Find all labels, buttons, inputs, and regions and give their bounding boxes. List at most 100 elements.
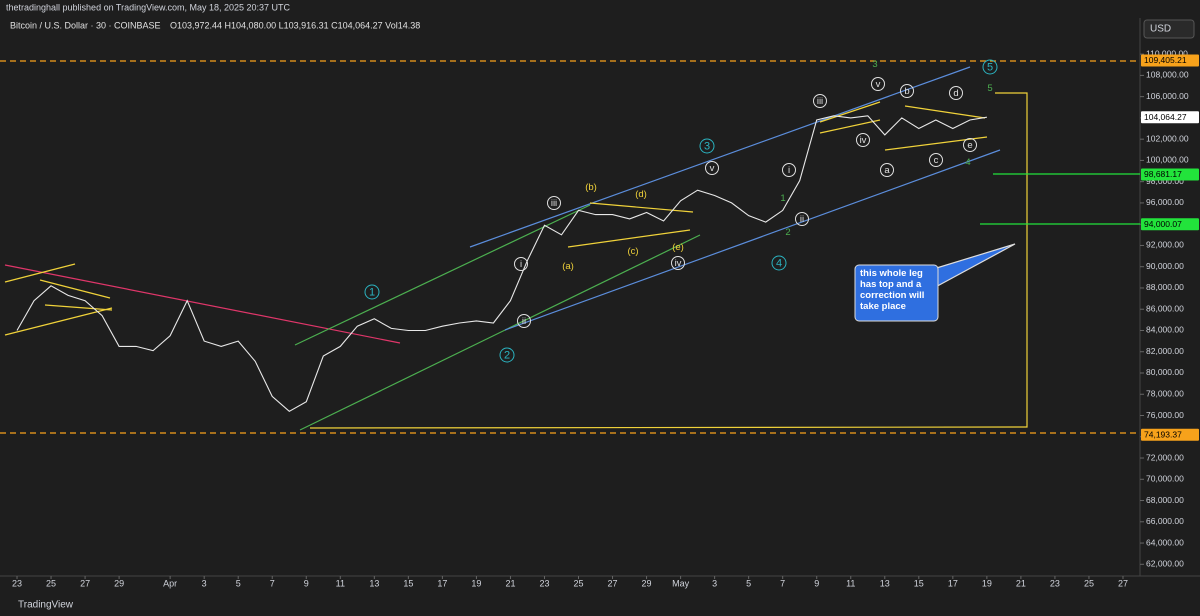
wave-label: 1 — [369, 286, 375, 298]
y-tick-label: 90,000.00 — [1146, 261, 1184, 271]
wave-circle — [517, 314, 531, 328]
x-tick-label: 23 — [1050, 578, 1060, 588]
wave-circle — [671, 256, 685, 270]
wave-label: 5 — [987, 83, 992, 94]
wave-label: 2 — [785, 227, 790, 238]
x-tick-label: 15 — [914, 578, 924, 588]
wave-circle — [699, 138, 715, 154]
y-tick-label: 76,000.00 — [1146, 410, 1184, 420]
wave-circle — [547, 196, 561, 210]
wave-label: (d) — [635, 189, 647, 200]
x-tick-label: 19 — [471, 578, 481, 588]
wave-circle — [856, 133, 870, 147]
y-tick-label: 80,000.00 — [1146, 367, 1184, 377]
wave-label: 2 — [504, 349, 510, 361]
wave-circle — [705, 161, 719, 175]
y-tick-label: 88,000.00 — [1146, 282, 1184, 292]
y-tick-label: 100,000.00 — [1146, 155, 1189, 165]
x-tick-label: 25 — [573, 578, 583, 588]
wave-label: v — [710, 163, 715, 174]
y-tick-label: 72,000.00 — [1146, 452, 1184, 462]
level-marker — [1141, 428, 1199, 441]
currency: USD — [1150, 24, 1171, 35]
wave-circle — [514, 257, 528, 271]
x-tick-label: 5 — [746, 578, 751, 588]
y-tick-label: 62,000.00 — [1146, 559, 1184, 569]
wave-label: ii — [800, 214, 804, 225]
wave-label: (c) — [627, 246, 638, 257]
wave-label: b — [904, 86, 909, 97]
wave-label: v — [876, 79, 881, 90]
y-tick-label: 78,000.00 — [1146, 389, 1184, 399]
wave-label: 4 — [965, 157, 970, 168]
wave-label: iv — [860, 135, 867, 146]
x-tick-label: 5 — [236, 578, 241, 588]
callout: this whole leg has top and a correction … — [860, 268, 925, 312]
wave-label: d — [953, 88, 958, 99]
x-tick-label: 17 — [437, 578, 447, 588]
y-tick-label: 92,000.00 — [1146, 240, 1184, 250]
x-tick-label: 13 — [880, 578, 890, 588]
wave-circle — [982, 59, 998, 75]
y-tick-label: 108,000.00 — [1146, 70, 1189, 80]
x-tick-label: 23 — [539, 578, 549, 588]
x-tick-label: 9 — [304, 578, 309, 588]
y-tick-label: 82,000.00 — [1146, 346, 1184, 356]
x-tick-label: 27 — [1118, 578, 1128, 588]
x-tick-label: 23 — [12, 578, 22, 588]
brand: TradingView — [18, 600, 74, 611]
level-label: 104,064.27 — [1144, 112, 1187, 122]
wave-label: iii — [817, 96, 823, 107]
wave-circle — [871, 77, 885, 91]
y-tick-label: 98,000.00 — [1146, 176, 1184, 186]
x-tick-label: 3 — [712, 578, 717, 588]
wave-circle — [880, 163, 894, 177]
x-tick-label: 11 — [336, 578, 345, 588]
wave-label: i — [788, 165, 790, 176]
drawings — [0, 60, 1140, 434]
level-marker — [1141, 218, 1199, 231]
currency-button[interactable] — [1143, 19, 1195, 39]
wave-label: 5 — [987, 61, 993, 73]
wave-label: (a) — [562, 261, 574, 272]
x-tick-label: 17 — [948, 578, 958, 588]
wave-circle — [499, 347, 515, 363]
x-tick-label: 7 — [270, 578, 275, 588]
x-tick-label: May — [672, 578, 690, 588]
wave-label: (b) — [585, 182, 597, 193]
wave-circle — [771, 255, 787, 271]
x-tick-label: 3 — [202, 578, 207, 588]
y-tick-label: 110,000.00 — [1146, 48, 1188, 58]
wave-circle — [963, 138, 977, 152]
x-tick-label: 11 — [846, 578, 855, 588]
x-tick-label: 29 — [114, 578, 124, 588]
wave-label: e — [967, 140, 972, 151]
x-tick-label: 19 — [982, 578, 992, 588]
y-tick-label: 106,000.00 — [1146, 91, 1189, 101]
x-tick-label: 15 — [403, 578, 413, 588]
wave-circle — [795, 212, 809, 226]
callout-text: this whole leg has top and a correction … — [860, 268, 925, 312]
ohlc: O103,972.44 H104,080.00 L103,916.31 C104… — [170, 20, 420, 30]
wave-label: 3 — [872, 59, 877, 70]
wave-circle — [782, 163, 796, 177]
x-tick-label: 7 — [780, 578, 785, 588]
y-tick-label: 86,000.00 — [1146, 303, 1184, 313]
publisher: thetradinghall published on TradingView.… — [6, 2, 291, 12]
level-label: 74,193.37 — [1144, 429, 1182, 439]
x-tick-label: 25 — [1084, 578, 1094, 588]
level-label: 98,681.17 — [1144, 169, 1182, 179]
wave-label: 4 — [776, 257, 782, 269]
wave-label: i — [520, 259, 522, 270]
price-line — [16, 115, 987, 412]
wave-label: ii — [522, 316, 526, 327]
symbol: Bitcoin / U.S. Dollar · 30 · COINBASE — [10, 20, 161, 30]
x-tick-label: 13 — [369, 578, 379, 588]
wave-label: 1 — [780, 193, 785, 204]
y-tick-label: 66,000.00 — [1146, 516, 1184, 526]
wave-label: iii — [551, 198, 557, 209]
x-tick-label: Apr — [163, 578, 177, 588]
y-tick-label: 64,000.00 — [1146, 537, 1184, 547]
wave-label: (e) — [672, 242, 684, 253]
